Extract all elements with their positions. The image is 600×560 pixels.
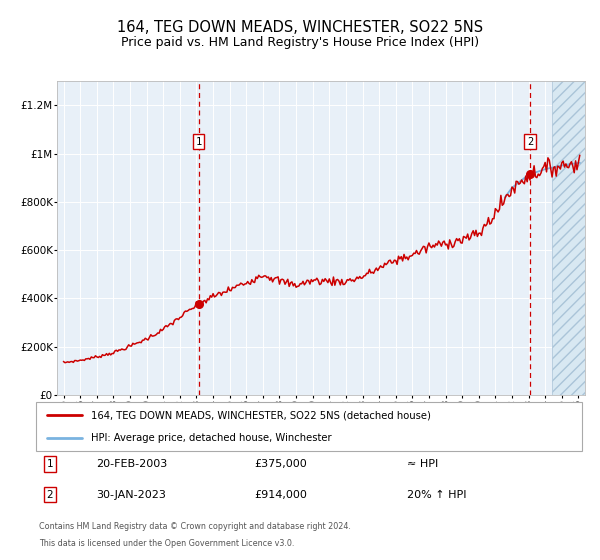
Text: 1: 1 [196,137,202,147]
Bar [552,81,585,395]
Text: 2: 2 [46,490,53,500]
Text: 164, TEG DOWN MEADS, WINCHESTER, SO22 5NS (detached house): 164, TEG DOWN MEADS, WINCHESTER, SO22 5N… [91,410,430,421]
Text: ≈ HPI: ≈ HPI [407,459,439,469]
Text: 20% ↑ HPI: 20% ↑ HPI [407,490,467,500]
Text: 164, TEG DOWN MEADS, WINCHESTER, SO22 5NS: 164, TEG DOWN MEADS, WINCHESTER, SO22 5N… [117,20,483,35]
Text: This data is licensed under the Open Government Licence v3.0.: This data is licensed under the Open Gov… [39,539,295,548]
Text: £375,000: £375,000 [254,459,307,469]
Text: 20-FEB-2003: 20-FEB-2003 [96,459,167,469]
FancyBboxPatch shape [36,402,582,451]
Text: 30-JAN-2023: 30-JAN-2023 [96,490,166,500]
Text: Contains HM Land Registry data © Crown copyright and database right 2024.: Contains HM Land Registry data © Crown c… [39,522,351,531]
Text: Price paid vs. HM Land Registry's House Price Index (HPI): Price paid vs. HM Land Registry's House … [121,36,479,49]
Text: £914,000: £914,000 [254,490,307,500]
Text: 1: 1 [46,459,53,469]
Text: 2: 2 [527,137,533,147]
Text: HPI: Average price, detached house, Winchester: HPI: Average price, detached house, Winc… [91,433,331,443]
